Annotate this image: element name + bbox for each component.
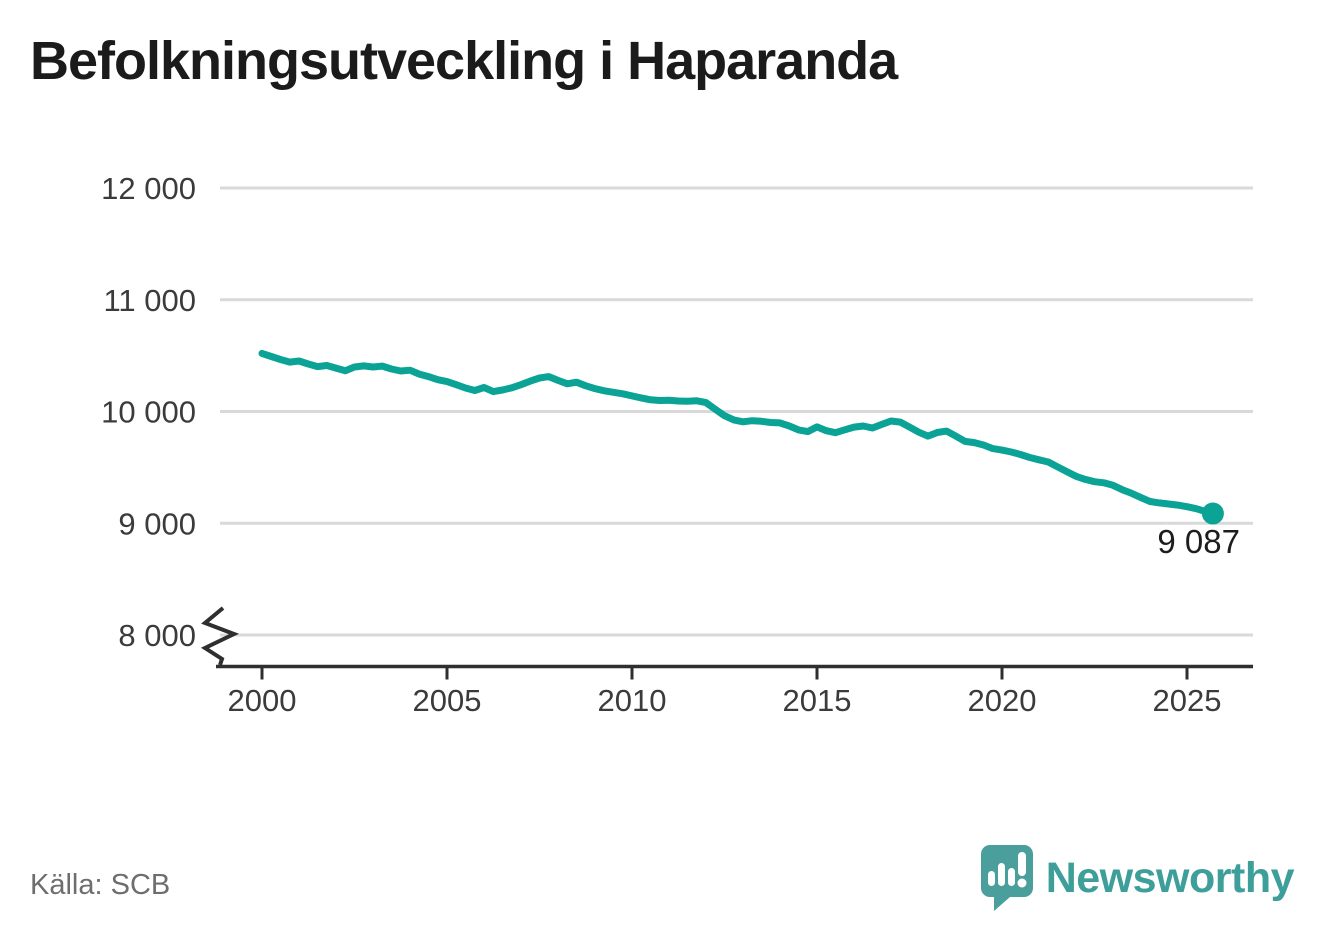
x-axis-tick-label: 2025 — [1153, 683, 1222, 718]
end-value-label: 9 087 — [1157, 523, 1240, 560]
bar-2 — [997, 863, 1005, 886]
axis-break-icon — [200, 606, 240, 666]
chart-title: Befolkningsutveckling i Haparanda — [30, 31, 898, 91]
source-note: Källa: SCB — [30, 869, 171, 901]
bar-1 — [987, 871, 995, 886]
x-axis-tick-label: 2020 — [968, 683, 1037, 718]
newsworthy-speech-bubble-chart-icon — [980, 845, 1033, 911]
bar-3 — [1007, 868, 1015, 886]
x-axis-tick-label: 2005 — [413, 683, 482, 718]
brand-name: Newsworthy — [1045, 853, 1295, 902]
y-axis-tick-label: 10 000 — [101, 395, 196, 430]
x-axis-tick-label: 2015 — [783, 683, 852, 718]
end-point-dot — [1201, 502, 1224, 525]
y-axis-tick-label: 11 000 — [103, 283, 196, 318]
newsworthy-logo: Newsworthy — [978, 843, 1295, 913]
y-axis-tick-label: 8 000 — [118, 618, 196, 653]
y-axis-tick-label: 9 000 — [118, 506, 196, 541]
exclamation-dot — [1017, 878, 1027, 888]
x-axis-tick-label: 2010 — [598, 683, 667, 718]
x-axis-tick-label: 2000 — [228, 683, 297, 718]
population-line — [258, 349, 1217, 521]
exclamation-bar — [1017, 852, 1026, 876]
y-axis-tick-label: 12 000 — [101, 171, 196, 206]
